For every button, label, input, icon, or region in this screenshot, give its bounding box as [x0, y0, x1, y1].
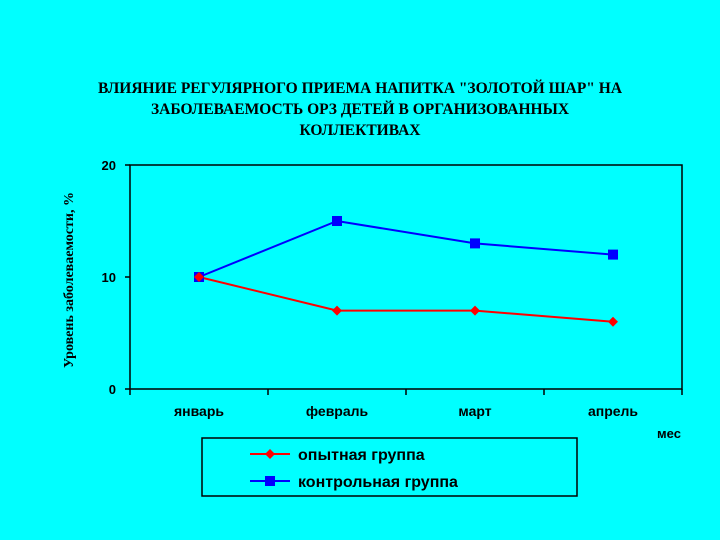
legend-box	[201, 437, 578, 497]
x-axis-unit: мес	[657, 426, 681, 441]
series-line-0	[198, 276, 614, 323]
title-line-3: КОЛЛЕКТИВАХ	[299, 122, 421, 139]
series-0-point	[470, 305, 480, 316]
y-tick-label: 20	[102, 158, 116, 173]
series-1-point	[332, 216, 342, 226]
y-ticks: 0 10 20	[102, 158, 130, 397]
legend-label-control: контрольная группа	[298, 474, 458, 491]
title-line-1: ВЛИЯНИЕ РЕГУЛЯРНОГО ПРИЕМА НАПИТКА "ЗОЛО…	[97, 80, 623, 97]
x-ticks: январь февраль март апрель	[129, 389, 683, 419]
series-0-point	[608, 316, 618, 327]
series-0-point	[332, 305, 342, 316]
series-1-point	[470, 238, 480, 249]
x-tick-label: февраль	[306, 403, 369, 419]
legend-label-experimental: опытная группа	[298, 447, 425, 464]
x-tick-label: март	[458, 403, 491, 419]
plot-area	[129, 164, 683, 390]
legend-marker-control	[265, 476, 275, 486]
chart-title: ВЛИЯНИЕ РЕГУЛЯРНОГО ПРИЕМА НАПИТКА "ЗОЛО…	[10, 78, 710, 141]
series-0-point	[194, 272, 204, 282]
series-group	[194, 216, 618, 327]
series-line-1	[198, 219, 614, 278]
series-1-point	[608, 249, 618, 260]
title-line-2: ЗАБОЛЕВАЕМОСТЬ ОРЗ ДЕТЕЙ В ОРГАНИЗОВАННЫ…	[150, 101, 570, 118]
x-tick-label: январь	[174, 403, 224, 419]
y-tick-label: 0	[109, 382, 116, 397]
y-tick-label: 10	[102, 270, 116, 285]
legend: опытная группа контрольная группа	[201, 437, 578, 497]
x-tick-label: апрель	[588, 403, 638, 419]
legend-marker-experimental	[265, 449, 275, 459]
